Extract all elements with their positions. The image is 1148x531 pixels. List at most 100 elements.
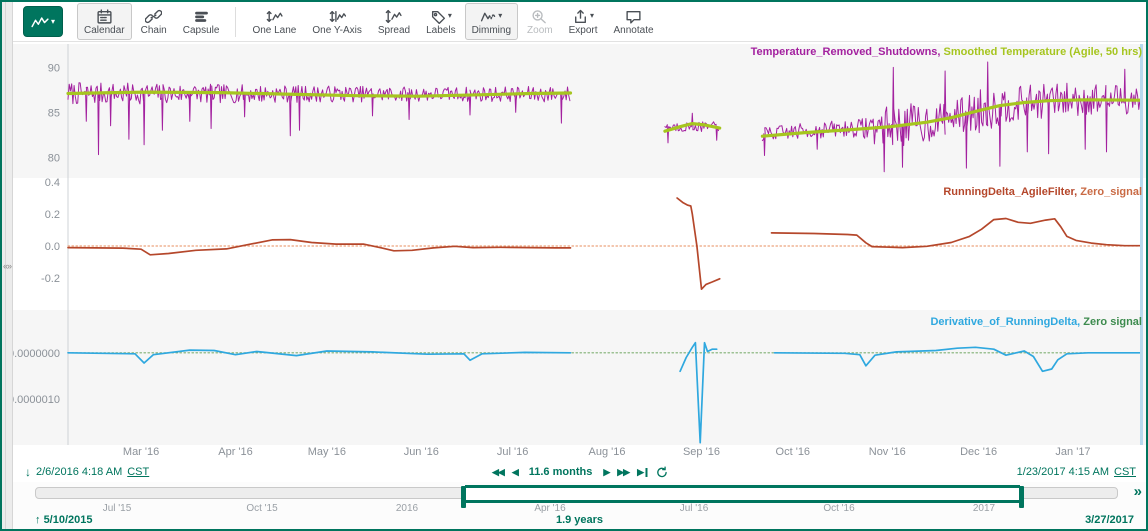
range-left-handle[interactable] bbox=[461, 486, 466, 508]
x-tick-label: Nov '16 bbox=[869, 446, 906, 458]
series-derivative-of-runningdelta[interactable] bbox=[67, 349, 572, 364]
annotate-button[interactable]: Annotate bbox=[607, 3, 661, 40]
zoom-button[interactable]: Zoom bbox=[520, 3, 560, 40]
x-tick-label: Sep '16 bbox=[683, 446, 720, 458]
toolbar: ▾ Calendar Chain Capsule One Lane One Y-Axis S… bbox=[13, 2, 1146, 42]
chevron-down-icon: ▾ bbox=[50, 16, 55, 26]
display-range-start[interactable]: ↓ 2/6/2016 4:18 AM CST bbox=[25, 465, 149, 479]
step-to-now-button[interactable]: ▶ bbox=[637, 467, 648, 478]
series-smoothed-temperature-agile-50-hrs-[interactable] bbox=[663, 121, 722, 133]
end-bar-icon bbox=[645, 467, 648, 477]
timebar-tick-label: Apr '16 bbox=[534, 503, 566, 514]
panel-resize-gutter[interactable]: «» bbox=[2, 2, 13, 529]
investigate-start-arrow-icon: ↑ bbox=[35, 514, 41, 526]
range-end-date[interactable]: 1/23/2017 4:15 AM bbox=[1016, 466, 1109, 478]
y-tick-label: 0.2 bbox=[45, 209, 60, 221]
investigate-range-bar: » Jul '15 Oct '15 2016 Apr '16 Jul '16 Oct '1… bbox=[13, 482, 1146, 529]
one-y-axis-icon bbox=[329, 10, 346, 22]
one-lane-icon bbox=[266, 10, 283, 22]
display-range-row: ↓ 2/6/2016 4:18 AM CST ◀◀ ◀ 11.6 months ▶ ▶▶… bbox=[13, 462, 1146, 482]
x-tick-label: Apr '16 bbox=[218, 446, 253, 458]
display-range-end[interactable]: 1/23/2017 4:15 AM CST bbox=[1017, 466, 1136, 478]
y-tick-label: -0.2 bbox=[41, 273, 60, 285]
timezone-link-start[interactable]: CST bbox=[127, 466, 150, 478]
chevron-down-icon: ▾ bbox=[447, 11, 452, 20]
one-lane-button[interactable]: One Lane bbox=[245, 3, 303, 40]
chevron-down-icon: ▾ bbox=[498, 11, 503, 20]
legend-item[interactable]: Zero signal bbox=[1080, 316, 1142, 328]
trend-chart-svg[interactable]: 90 85 80 0.4 0.2 0.0 -0.2 0.0000000 -0.0000010 Ma… bbox=[2, 41, 1148, 462]
speech-bubble-icon bbox=[626, 10, 641, 24]
chart-vertical-scrollbar[interactable] bbox=[1140, 44, 1143, 445]
running-delta-lane-background bbox=[12, 178, 1146, 310]
legend-lane-3: Derivative_of_RunningDelta, Zero signal bbox=[930, 316, 1142, 328]
step-back-button[interactable]: ◀ bbox=[511, 466, 519, 477]
legend-item[interactable]: RunningDelta_AgileFilter, bbox=[943, 186, 1078, 198]
x-tick-label: Jul '16 bbox=[497, 446, 528, 458]
derivative-lane-background bbox=[12, 310, 1146, 445]
jump-back-button[interactable]: ◀◀ bbox=[491, 466, 505, 477]
calendar-label: Calendar bbox=[84, 25, 125, 36]
series-runningdelta-agilefilter[interactable] bbox=[676, 197, 721, 291]
legend-item[interactable]: Temperature_Removed_Shutdowns, bbox=[750, 46, 941, 58]
legend-item[interactable]: Derivative_of_RunningDelta, bbox=[930, 316, 1081, 328]
export-icon bbox=[575, 9, 587, 23]
chain-icon bbox=[145, 9, 163, 23]
y-tick-label: 0.0000000 bbox=[8, 348, 60, 360]
timezone-link-end[interactable]: CST bbox=[1114, 466, 1136, 478]
panel-collapse-handle-icon[interactable]: «» bbox=[2, 260, 12, 271]
labels-label: Labels bbox=[426, 25, 456, 36]
one-y-axis-button[interactable]: One Y-Axis bbox=[305, 3, 368, 40]
legend-item[interactable]: Zero_signal bbox=[1077, 186, 1142, 198]
series-smoothed-temperature-agile-50-hrs-[interactable] bbox=[760, 98, 1142, 138]
refresh-button[interactable] bbox=[655, 466, 667, 478]
legend-item[interactable]: Smoothed Temperature (Agile, 50 hrs) bbox=[940, 46, 1142, 58]
range-right-handle[interactable] bbox=[1019, 486, 1024, 508]
refresh-icon bbox=[656, 466, 667, 478]
series-derivative-of-runningdelta[interactable] bbox=[679, 341, 718, 444]
series-runningdelta-agilefilter[interactable] bbox=[770, 217, 1141, 249]
chain-button[interactable]: Chain bbox=[134, 3, 174, 40]
investigate-end-date[interactable]: 3/27/2017 bbox=[1085, 514, 1134, 526]
export-label: Export bbox=[568, 25, 598, 36]
series-temperature-removed-shutdowns[interactable] bbox=[67, 82, 571, 156]
series-smoothed-temperature-agile-50-hrs-[interactable] bbox=[66, 90, 573, 98]
timebar-tick-label: Jul '16 bbox=[679, 503, 709, 514]
dimming-button[interactable]: ▾ Dimming bbox=[464, 3, 519, 40]
display-range-duration[interactable]: 11.6 months bbox=[528, 466, 593, 478]
labels-button[interactable]: ▾ Labels bbox=[419, 3, 462, 40]
annotate-label: Annotate bbox=[613, 25, 654, 36]
investigate-start[interactable]: ↑ 5/10/2015 bbox=[35, 514, 93, 526]
expand-range-icon[interactable]: » bbox=[1133, 483, 1142, 500]
range-step-controls: ◀◀ ◀ 11.6 months ▶ ▶▶ ▶ bbox=[492, 462, 667, 482]
gutter-divider bbox=[5, 2, 6, 529]
series-runningdelta-agilefilter[interactable] bbox=[67, 238, 572, 256]
x-tick-label: Oct '16 bbox=[776, 446, 811, 458]
capsule-button[interactable]: Capsule bbox=[176, 3, 227, 40]
step-forward-button[interactable]: ▶ bbox=[603, 466, 610, 477]
one-y-axis-label: One Y-Axis bbox=[312, 25, 362, 36]
time-range-track[interactable] bbox=[35, 485, 1118, 508]
y-tick-label: -0.0000010 bbox=[4, 394, 60, 406]
timebar-tick-label: 2017 bbox=[972, 503, 996, 514]
export-button[interactable]: ▾ Export bbox=[562, 3, 605, 40]
legend-lane-1: Temperature_Removed_Shutdowns, Smoothed … bbox=[751, 46, 1142, 58]
x-tick-label: Jun '16 bbox=[404, 446, 439, 458]
series-derivative-of-runningdelta[interactable] bbox=[773, 346, 1141, 373]
spread-button[interactable]: Spread bbox=[371, 3, 417, 40]
chart-line-icon bbox=[31, 16, 49, 27]
capsule-icon bbox=[194, 11, 208, 22]
calendar-button[interactable]: Calendar bbox=[77, 3, 132, 40]
x-tick-label: Aug '16 bbox=[589, 446, 626, 458]
range-start-date[interactable]: 2/6/2016 4:18 AM bbox=[36, 466, 123, 478]
series-temperature-removed-shutdowns[interactable] bbox=[761, 61, 1141, 173]
trend-chart-area[interactable]: 90 85 80 0.4 0.2 0.0 -0.2 0.0000000 -0.0000010 Ma… bbox=[2, 41, 1148, 462]
dimming-icon bbox=[481, 12, 497, 21]
jump-forward-button[interactable]: ▶▶ bbox=[617, 466, 630, 477]
investigate-start-date[interactable]: 5/10/2015 bbox=[43, 514, 93, 526]
trend-view-dropdown-button[interactable]: ▾ bbox=[23, 6, 63, 37]
toolbar-divider bbox=[235, 6, 237, 37]
selected-time-range[interactable] bbox=[461, 485, 1024, 508]
chevron-down-icon: ▾ bbox=[590, 11, 595, 20]
